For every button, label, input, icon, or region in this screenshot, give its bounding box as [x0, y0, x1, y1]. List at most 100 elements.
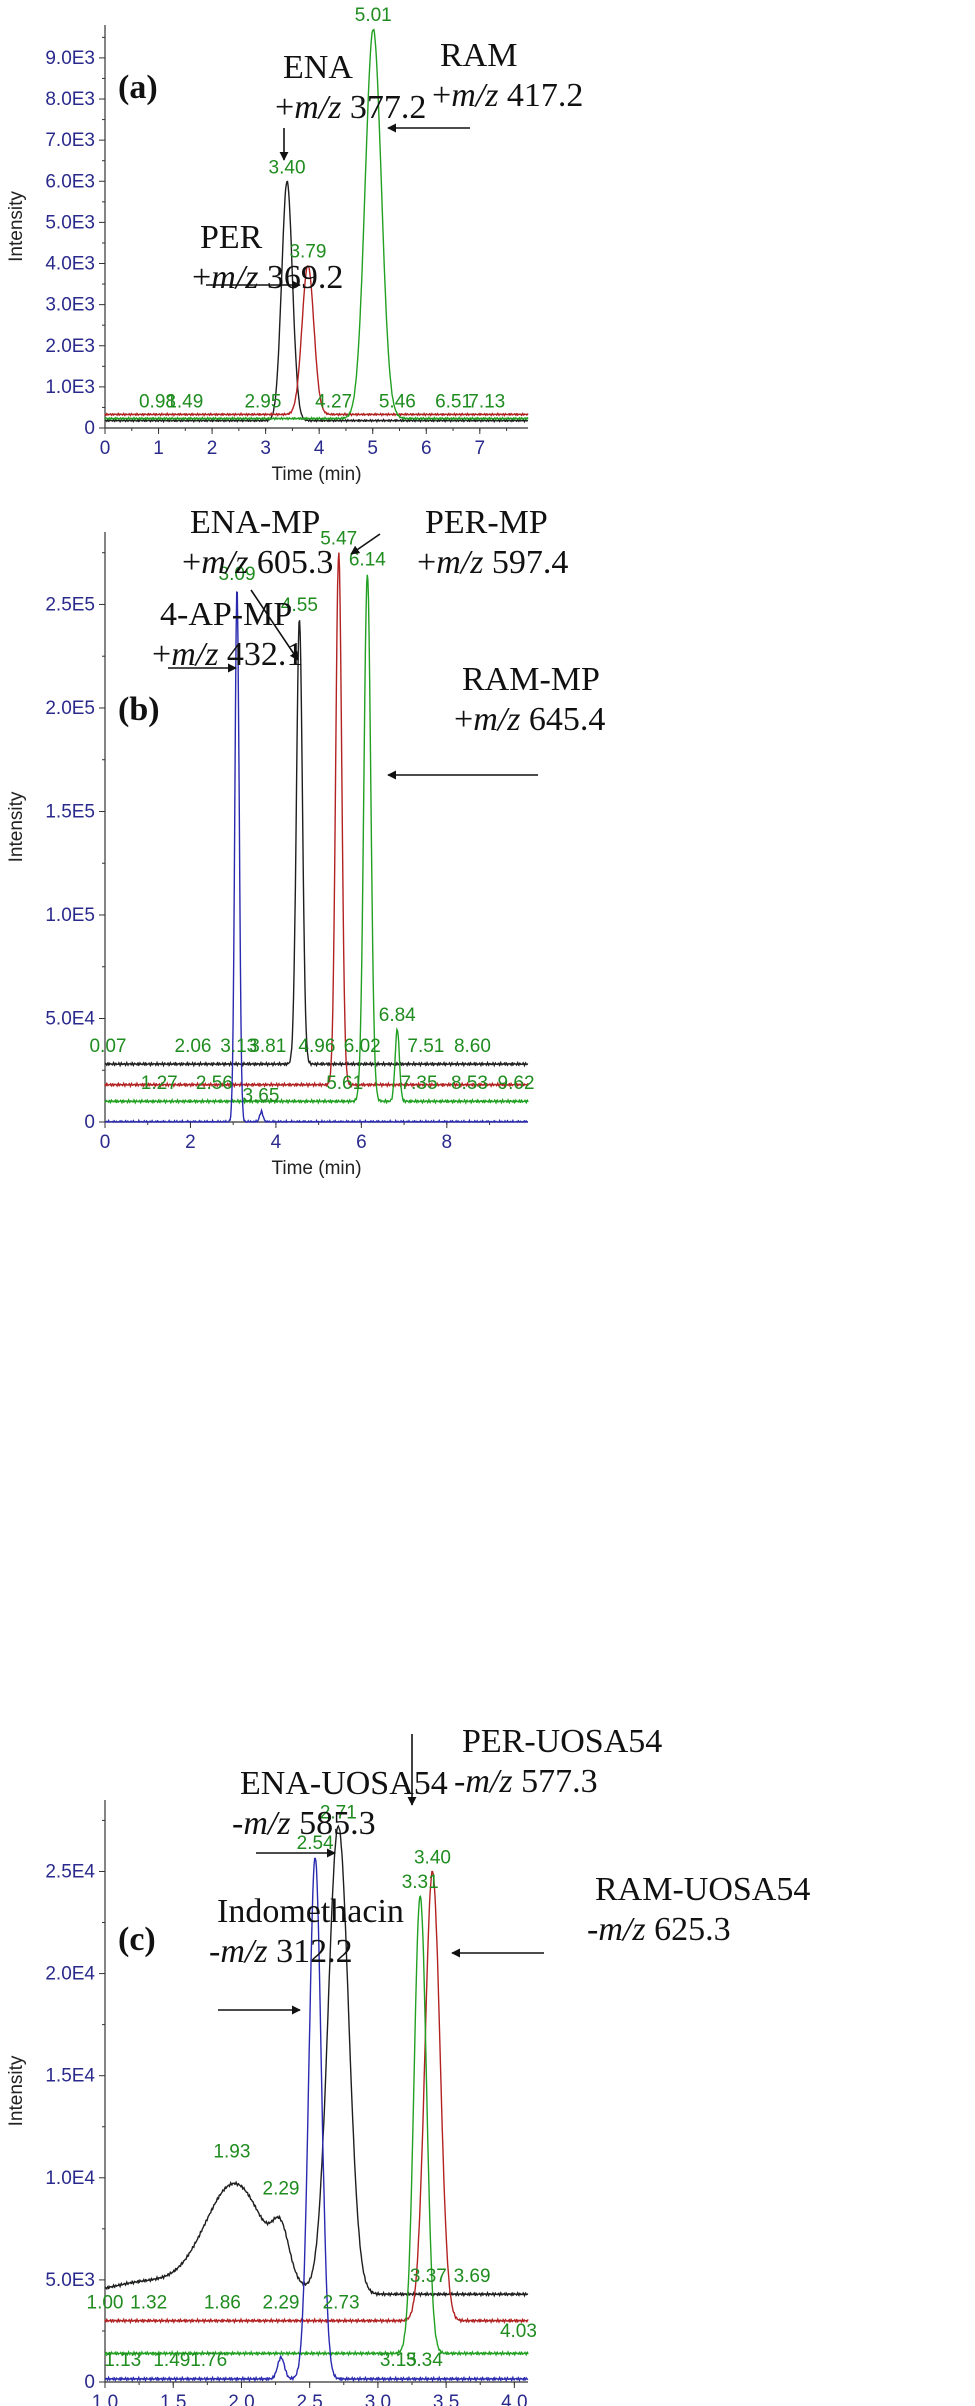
- peak-label: 3.81: [249, 1036, 286, 1057]
- mz-symbol: m/z: [473, 701, 520, 738]
- mz-prefix: +: [432, 77, 451, 114]
- mz-prefix: -: [587, 1911, 598, 1948]
- peak-label: 1.76: [190, 2350, 227, 2371]
- peak-label: 3.13: [220, 1036, 257, 1057]
- annotation-mz: +m/z 417.2: [432, 77, 583, 114]
- mz-value: 417.2: [498, 77, 583, 114]
- peak-label: 4.27: [315, 392, 352, 413]
- y-tick-label: 1.5E5: [45, 801, 95, 822]
- y-tick-label: 5.0E3: [45, 2270, 95, 2291]
- y-axis-title: Intensity: [6, 2055, 27, 2126]
- peak-label: 3.40: [414, 1847, 451, 1868]
- peak-label: 3.65: [242, 1086, 279, 1107]
- annotation-name: ENA-MP: [190, 504, 320, 541]
- annotation-mz: +m/z 597.4: [417, 544, 568, 581]
- mz-prefix: +: [275, 89, 294, 126]
- mz-value: 597.4: [483, 544, 568, 581]
- mz-prefix: -: [454, 1763, 465, 1800]
- x-tick-label: 6: [356, 1132, 367, 1153]
- peak-label: 1.49: [153, 2350, 190, 2371]
- annotation-ram: RAM+m/z 417.2: [387, 37, 583, 133]
- annotation-mz: +m/z 645.4: [454, 701, 605, 738]
- series-trace-3: [104, 1857, 529, 2383]
- peak-label: 6.14: [349, 549, 386, 570]
- series-trace-1: [104, 552, 529, 1089]
- annotation-mz: +m/z 377.2: [275, 89, 426, 126]
- mz-value: 645.4: [520, 701, 605, 738]
- mz-value: 369.2: [258, 259, 343, 296]
- mz-prefix: +: [192, 259, 211, 296]
- chart-panel-2: 0 5.0E3 1.0E4 1.5E4 2.0E4 2.5E4 1.0 1.5 2.0 2.5 3.…: [6, 1723, 810, 2406]
- annotation-name: ENA-UOSA54: [240, 1765, 448, 1802]
- x-tick-label: 2: [185, 1132, 196, 1153]
- peak-label: 3.40: [269, 157, 306, 178]
- annotation-ram-mp: RAM-MP+m/z 645.4: [387, 661, 605, 780]
- series-trace-1: [104, 1870, 529, 2325]
- mz-prefix: +: [454, 701, 473, 738]
- annotation-name: PER-MP: [425, 504, 548, 541]
- y-tick-label: 0: [84, 1112, 95, 1133]
- x-tick-label: 2.0: [228, 2392, 254, 2406]
- annotation-ena-uosa54: ENA-UOSA54-m/z 585.3: [232, 1765, 448, 1858]
- mz-symbol: m/z: [436, 544, 483, 581]
- peak-label: 5.47: [320, 529, 357, 550]
- x-tick-label: 4: [271, 1132, 282, 1153]
- y-tick-label: 0: [84, 418, 95, 439]
- x-tick-label: 1.5: [160, 2392, 186, 2406]
- peak-label: 3.31: [402, 1872, 439, 1893]
- x-tick-label: 6: [421, 438, 432, 459]
- annotation-name: RAM-MP: [462, 661, 600, 698]
- peak-label: 2.29: [263, 2293, 300, 2314]
- series-trace-0: [104, 180, 529, 424]
- mz-symbol: m/z: [201, 544, 248, 581]
- mz-value: 312.2: [268, 1933, 353, 1970]
- panel-letter: (a): [118, 69, 158, 106]
- annotation-ena-mp: ENA-MP+m/z 605.3: [182, 504, 333, 661]
- mz-prefix: -: [232, 1805, 243, 1842]
- annotation-mz: -m/z 625.3: [587, 1911, 731, 1948]
- mz-symbol: m/z: [211, 259, 258, 296]
- peak-label: 1.93: [213, 2142, 250, 2163]
- y-tick-label: 2.5E4: [45, 1861, 95, 1882]
- y-tick-label: 1.0E5: [45, 905, 95, 926]
- panel-letter: (c): [118, 1921, 156, 1958]
- x-tick-label: 0: [100, 1132, 111, 1153]
- peak-label: 8.60: [454, 1036, 491, 1057]
- mz-symbol: m/z: [465, 1763, 512, 1800]
- peak-label: 5.01: [355, 5, 392, 26]
- peak-label: 2.73: [323, 2293, 360, 2314]
- peak-label: 2.95: [244, 392, 281, 413]
- y-tick-label: 2.0E5: [45, 698, 95, 719]
- mz-symbol: m/z: [294, 89, 341, 126]
- peak-label: 6.51: [435, 392, 472, 413]
- peak-label: 5.61: [326, 1073, 363, 1094]
- x-tick-label: 4: [314, 438, 325, 459]
- peak-label: 2.54: [297, 1833, 334, 1854]
- mz-prefix: +: [152, 636, 171, 673]
- x-tick-label: 2.5: [296, 2392, 322, 2406]
- annotation-ena: ENA+m/z 377.2: [275, 49, 426, 161]
- x-axis-title: Time (min): [271, 464, 361, 485]
- chart-panel-0: 0 1.0E3 2.0E3 3.0E3 4.0E3 5.0E3 6.0E3 7.0E3 8.0E…: [6, 5, 583, 485]
- y-tick-label: 8.0E3: [45, 89, 95, 110]
- mz-symbol: m/z: [220, 1933, 267, 1970]
- x-tick-label: 8: [442, 1132, 453, 1153]
- peak-label: 5.46: [379, 392, 416, 413]
- mz-value: 377.2: [341, 89, 426, 126]
- annotation-per: PER+m/z 369.2: [192, 219, 343, 296]
- y-tick-label: 3.0E3: [45, 295, 95, 316]
- x-tick-label: 3.0: [365, 2392, 391, 2406]
- x-tick-label: 1.0: [92, 2392, 118, 2406]
- series-trace-2: [104, 1894, 529, 2358]
- x-tick-label: 0: [100, 438, 111, 459]
- annotation-4-ap-mp: 4-AP-MP+m/z 432.1: [152, 596, 303, 673]
- y-tick-label: 2.5E5: [45, 594, 95, 615]
- annotation-ram-uosa54: RAM-UOSA54-m/z 625.3: [451, 1871, 810, 1958]
- annotation-name: Indomethacin: [217, 1893, 404, 1930]
- annotation-mz: -m/z 312.2: [209, 1933, 353, 1970]
- annotation-name: RAM-UOSA54: [595, 1871, 810, 1908]
- y-tick-label: 0: [84, 2372, 95, 2393]
- mz-value: 585.3: [291, 1805, 376, 1842]
- mz-value: 605.3: [248, 544, 333, 581]
- mz-value: 577.3: [513, 1763, 598, 1800]
